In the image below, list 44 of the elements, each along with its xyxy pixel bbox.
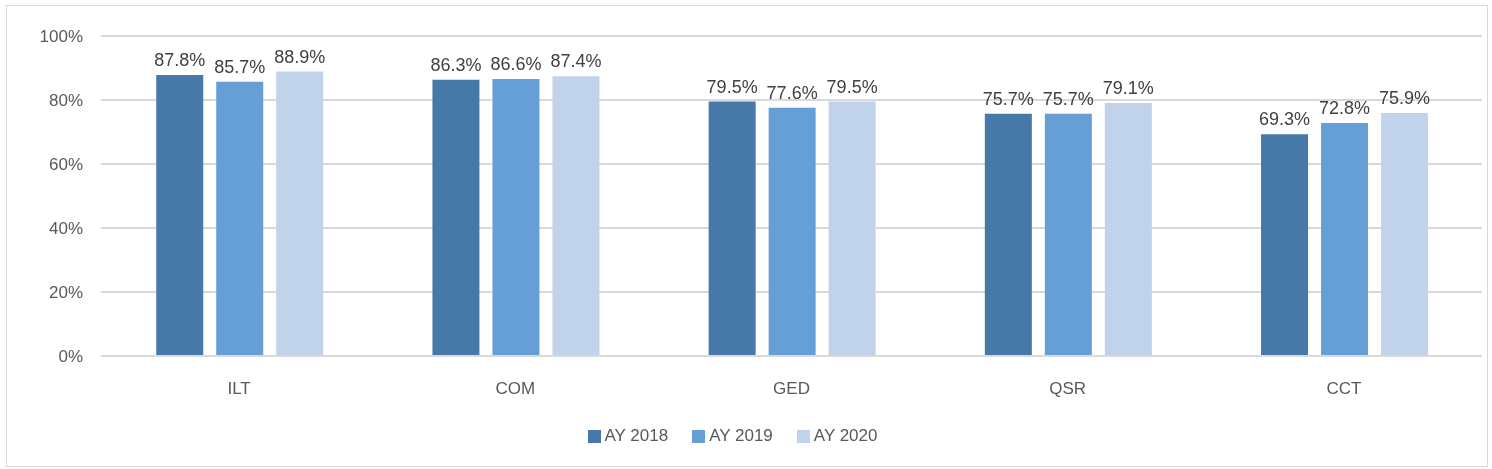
bar	[708, 101, 756, 356]
bar	[768, 107, 816, 356]
bar	[984, 113, 1032, 356]
data-label: 79.5%	[706, 76, 758, 97]
y-tick-label: 40%	[48, 219, 83, 239]
bar	[432, 79, 480, 356]
legend-label: AY 2018	[604, 426, 669, 445]
x-tick-label: QSR	[1049, 379, 1087, 399]
bar	[276, 71, 324, 356]
legend-label: AY 2019	[709, 426, 773, 445]
x-tick-label: CCT	[1326, 379, 1362, 399]
data-label: 85.7%	[214, 56, 266, 77]
y-tick-label: 0%	[58, 347, 83, 367]
data-label: 86.3%	[430, 54, 482, 75]
bar	[1261, 134, 1309, 356]
bar	[1381, 113, 1429, 356]
data-label: 79.5%	[826, 76, 878, 97]
data-label: 77.6%	[766, 82, 818, 103]
bar	[216, 81, 264, 356]
legend-label: AY 2020	[813, 426, 878, 445]
data-label: 69.3%	[1259, 109, 1311, 130]
y-tick-label: 60%	[48, 155, 83, 175]
bar	[552, 76, 600, 356]
bar	[1104, 102, 1152, 356]
bar	[1044, 113, 1092, 356]
bar	[828, 101, 876, 356]
data-label: 88.9%	[274, 46, 326, 67]
y-tick-label: 80%	[48, 91, 83, 111]
x-tick-label: GED	[773, 379, 810, 399]
y-tick-label: 100%	[39, 27, 83, 47]
data-label: 79.1%	[1102, 77, 1154, 98]
y-tick-label: 20%	[48, 283, 83, 303]
x-tick-label: COM	[495, 379, 536, 399]
data-label: 75.9%	[1379, 88, 1431, 109]
data-label: 87.4%	[550, 51, 602, 72]
bar	[1321, 123, 1369, 356]
data-label: 75.7%	[1042, 88, 1094, 109]
bar	[492, 78, 540, 356]
data-label: 86.6%	[490, 53, 542, 74]
data-label: 87.8%	[154, 50, 206, 71]
data-label: 75.7%	[982, 88, 1034, 109]
bar	[156, 75, 204, 356]
data-label: 72.8%	[1319, 98, 1371, 119]
x-tick-label: ILT	[227, 379, 251, 399]
